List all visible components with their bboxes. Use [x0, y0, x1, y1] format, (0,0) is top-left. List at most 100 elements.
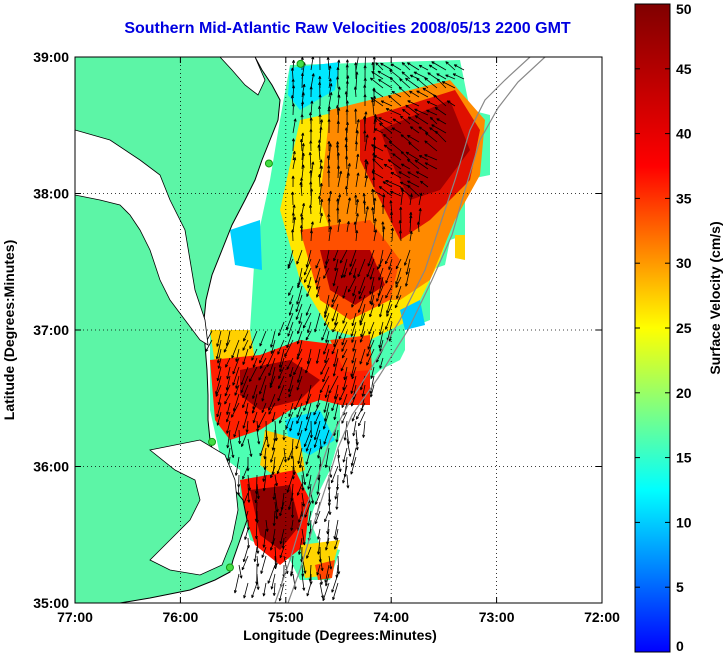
velocity-arrow — [278, 582, 285, 602]
velocity-arrow — [297, 420, 303, 437]
velocity-arrow — [270, 447, 276, 463]
velocity-arrow — [340, 357, 348, 372]
velocity-arrow — [386, 294, 393, 314]
velocity-arrow — [363, 65, 367, 80]
velocity-arrow — [301, 474, 305, 491]
velocity-arrow — [335, 492, 339, 510]
velocity-arrow — [231, 402, 240, 418]
velocity-arrow — [358, 411, 366, 427]
colorbar — [634, 3, 671, 653]
velocity-arrow — [336, 207, 340, 224]
velocity-arrow — [342, 312, 348, 324]
velocity-arrow — [316, 474, 321, 495]
velocity-arrow — [319, 159, 323, 170]
velocity-arrow — [304, 267, 312, 283]
velocity-arrow — [292, 216, 297, 233]
colorbar-tick-label: 5 — [676, 579, 684, 595]
velocity-arrow — [405, 151, 420, 161]
velocity-arrow — [242, 411, 249, 429]
velocity-arrow — [296, 285, 303, 305]
velocity-arrow — [291, 501, 295, 518]
velocity-arrow — [424, 154, 438, 161]
velocity-arrow — [309, 420, 313, 439]
velocity-arrow — [288, 303, 294, 316]
velocity-arrow — [288, 285, 294, 296]
velocity-arrow — [226, 366, 231, 380]
velocity-arrow — [257, 411, 267, 429]
velocity-arrow — [399, 115, 411, 125]
velocity-arrow — [224, 384, 231, 397]
velocity-arrow — [427, 72, 438, 80]
velocity-arrow — [291, 175, 295, 188]
velocity-arrow — [251, 582, 258, 599]
velocity-arrow — [323, 393, 330, 413]
velocity-arrow — [249, 366, 258, 383]
velocity-arrow — [300, 177, 304, 188]
velocity-arrow — [406, 158, 420, 170]
velocity-arrow — [409, 230, 413, 242]
velocity-arrow — [262, 465, 267, 482]
velocity-arrow — [322, 366, 330, 383]
velocity-arrow — [398, 220, 402, 233]
velocity-arrow — [364, 206, 369, 224]
velocity-arrow — [373, 229, 378, 242]
velocity-arrow — [290, 519, 294, 531]
velocity-arrow — [345, 80, 349, 98]
velocity-arrow — [309, 140, 313, 152]
velocity-arrow — [309, 181, 313, 197]
velocity-arrow — [292, 157, 297, 170]
velocity-arrow — [405, 267, 411, 287]
velocity-arrow — [272, 483, 276, 500]
velocity-arrow — [350, 447, 357, 467]
velocity-arrow — [297, 276, 303, 289]
velocity-arrow — [251, 348, 258, 361]
velocity-arrow — [252, 384, 258, 399]
velocity-arrow — [337, 456, 342, 473]
velocity-arrow — [339, 249, 348, 264]
velocity-arrow — [302, 312, 312, 329]
velocity-arrow — [309, 230, 313, 242]
velocity-arrow — [277, 339, 285, 355]
velocity-arrow — [294, 393, 303, 411]
velocity-arrow — [260, 555, 267, 574]
velocity-arrow — [301, 164, 305, 179]
velocity-arrow — [286, 357, 294, 370]
grid-lines — [75, 57, 602, 603]
velocity-arrow — [336, 76, 340, 89]
velocity-arrow — [418, 64, 429, 71]
velocity-arrow — [216, 411, 222, 426]
velocity-arrow — [323, 429, 330, 445]
velocity-arrow — [270, 573, 276, 590]
velocity-arrow — [379, 122, 393, 134]
velocity-arrow — [242, 384, 249, 399]
velocity-arrow — [400, 163, 411, 170]
velocity-arrow — [319, 582, 324, 599]
velocity-arrow — [401, 62, 411, 71]
velocity-arrow — [321, 321, 330, 341]
velocity-arrow — [386, 303, 393, 317]
velocity-arrow — [345, 155, 349, 170]
velocity-arrow — [323, 267, 330, 279]
velocity-arrow — [368, 321, 375, 335]
velocity-arrow — [353, 221, 357, 233]
velocity-arrow — [324, 384, 330, 398]
velocity-arrow — [385, 285, 393, 299]
velocity-arrow — [267, 564, 276, 584]
velocity-arrow — [355, 438, 359, 451]
velocity-arrow — [291, 229, 295, 242]
velocity-arrow — [319, 119, 324, 134]
velocity-arrow — [288, 375, 294, 393]
velocity-arrow — [316, 564, 321, 576]
velocity-arrow — [215, 384, 222, 397]
velocity-arrow — [319, 183, 323, 197]
velocity-arrow — [314, 411, 321, 425]
velocity-arrow — [270, 465, 276, 479]
velocity-arrow — [342, 285, 348, 299]
velocity-arrow — [253, 546, 258, 563]
velocity-arrow — [216, 348, 222, 364]
velocity-arrow — [388, 140, 402, 152]
velocity-arrow — [369, 384, 375, 398]
velocity-arrow — [323, 312, 330, 327]
velocity-arrow — [333, 402, 339, 421]
velocity-arrow — [364, 175, 369, 188]
